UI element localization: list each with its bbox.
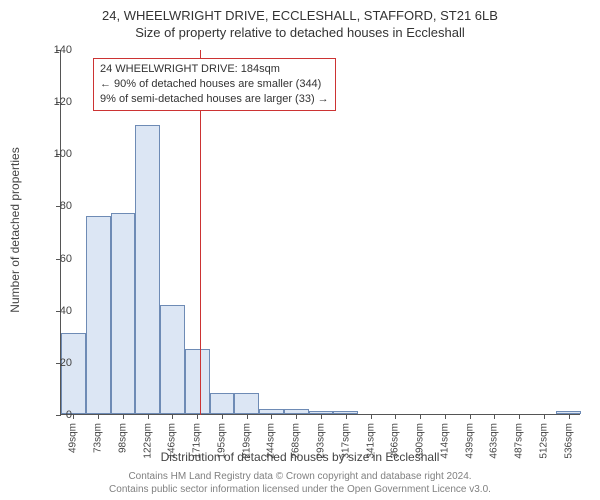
annotation-line3: 9% of semi-detached houses are larger (3… [100, 92, 329, 107]
xtick-mark [98, 414, 99, 419]
xtick-mark [222, 414, 223, 419]
xtick-mark [271, 414, 272, 419]
xtick-mark [148, 414, 149, 419]
xtick-mark [247, 414, 248, 419]
plot-region: 49sqm73sqm98sqm122sqm146sqm171sqm195sqm2… [60, 50, 580, 415]
xtick-mark [371, 414, 372, 419]
histogram-bar [160, 305, 185, 415]
x-axis-label: Distribution of detached houses by size … [0, 450, 600, 464]
xtick-mark [494, 414, 495, 419]
xtick-mark [395, 414, 396, 419]
chart-container: 24, WHEELWRIGHT DRIVE, ECCLESHALL, STAFF… [0, 0, 600, 500]
ytick-label: 40 [32, 305, 72, 317]
annotation-line2: ← 90% of detached houses are smaller (34… [100, 77, 329, 92]
chart-area: 49sqm73sqm98sqm122sqm146sqm171sqm195sqm2… [60, 50, 580, 415]
histogram-bar [61, 333, 86, 414]
ytick-label: 80 [32, 200, 72, 212]
ytick-label: 120 [32, 96, 72, 108]
xtick-mark [346, 414, 347, 419]
ytick-label: 140 [32, 44, 72, 56]
ytick-label: 60 [32, 253, 72, 265]
xtick-mark [569, 414, 570, 419]
xtick-mark [445, 414, 446, 419]
ytick-label: 0 [32, 409, 72, 421]
histogram-bar [86, 216, 111, 414]
annotation-box: 24 WHEELWRIGHT DRIVE: 184sqm← 90% of det… [93, 58, 336, 111]
title-address: 24, WHEELWRIGHT DRIVE, ECCLESHALL, STAFF… [0, 0, 600, 23]
xtick-mark [172, 414, 173, 419]
xtick-label: 73sqm [93, 423, 104, 453]
xtick-mark [321, 414, 322, 419]
xtick-mark [197, 414, 198, 419]
ytick-label: 20 [32, 357, 72, 369]
title-subtitle: Size of property relative to detached ho… [0, 23, 600, 40]
xtick-mark [544, 414, 545, 419]
histogram-bar [111, 213, 136, 414]
xtick-mark [296, 414, 297, 419]
histogram-bar [135, 125, 160, 414]
footer-line2: Contains public sector information licen… [0, 483, 600, 496]
annotation-line1: 24 WHEELWRIGHT DRIVE: 184sqm [100, 62, 329, 77]
histogram-bar [210, 393, 235, 414]
xtick-mark [73, 414, 74, 419]
xtick-mark [420, 414, 421, 419]
y-axis-label: Number of detached properties [8, 147, 22, 312]
histogram-bar [185, 349, 210, 414]
xtick-label: 49sqm [68, 423, 79, 453]
footer-attribution: Contains HM Land Registry data © Crown c… [0, 470, 600, 496]
xtick-mark [123, 414, 124, 419]
xtick-mark [519, 414, 520, 419]
xtick-mark [470, 414, 471, 419]
histogram-bar [234, 393, 259, 414]
xtick-label: 98sqm [117, 423, 128, 453]
ytick-label: 100 [32, 148, 72, 160]
footer-line1: Contains HM Land Registry data © Crown c… [0, 470, 600, 483]
